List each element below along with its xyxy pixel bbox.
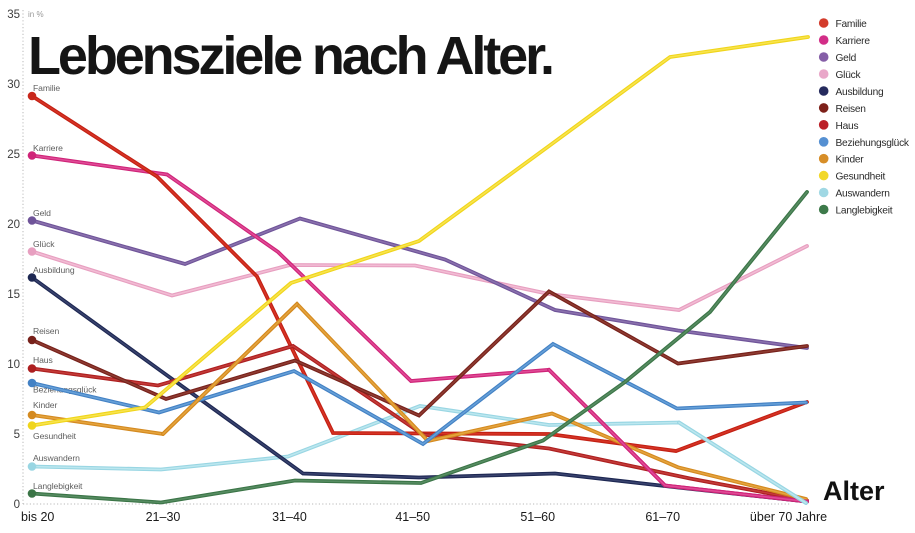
svg-text:Reisen: Reisen <box>836 104 866 115</box>
svg-text:Ausbildung: Ausbildung <box>33 265 75 275</box>
svg-text:über 70 Jahre: über 70 Jahre <box>750 510 827 524</box>
svg-text:Geld: Geld <box>33 208 51 218</box>
svg-text:15: 15 <box>7 289 20 301</box>
svg-text:Lebensziele nach Alter.: Lebensziele nach Alter. <box>28 26 552 86</box>
svg-text:Auswandern: Auswandern <box>836 189 890 200</box>
svg-text:in %: in % <box>28 10 44 19</box>
svg-text:Kinder: Kinder <box>836 155 865 166</box>
svg-text:61–70: 61–70 <box>645 510 680 524</box>
svg-text:bis 20: bis 20 <box>21 510 54 524</box>
svg-text:Glück: Glück <box>836 70 862 81</box>
svg-text:Familie: Familie <box>33 83 60 93</box>
svg-text:51–60: 51–60 <box>520 510 555 524</box>
svg-text:Familie: Familie <box>836 19 868 30</box>
svg-text:Gesundheit: Gesundheit <box>836 172 886 183</box>
svg-text:Karriere: Karriere <box>33 143 63 153</box>
svg-text:31–40: 31–40 <box>272 510 307 524</box>
svg-text:Beziehungsglück: Beziehungsglück <box>836 138 910 149</box>
svg-text:Haus: Haus <box>836 121 859 132</box>
svg-text:25: 25 <box>7 149 20 161</box>
svg-text:Geld: Geld <box>836 53 857 64</box>
svg-text:Kinder: Kinder <box>33 400 57 410</box>
svg-text:Auswandern: Auswandern <box>33 453 80 463</box>
svg-text:Reisen: Reisen <box>33 326 59 336</box>
svg-text:5: 5 <box>14 429 20 441</box>
svg-text:0: 0 <box>14 499 20 511</box>
svg-text:Haus: Haus <box>33 355 53 365</box>
svg-text:Langlebigkeit: Langlebigkeit <box>33 481 83 491</box>
svg-text:Gesundheit: Gesundheit <box>33 431 77 441</box>
svg-text:Glück: Glück <box>33 239 55 249</box>
svg-text:21–30: 21–30 <box>146 510 181 524</box>
svg-text:Langlebigkeit: Langlebigkeit <box>836 206 893 217</box>
svg-text:10: 10 <box>7 359 20 371</box>
svg-text:Ausbildung: Ausbildung <box>836 87 884 98</box>
svg-text:Karriere: Karriere <box>836 36 871 47</box>
svg-text:20: 20 <box>7 219 20 231</box>
svg-text:30: 30 <box>7 79 20 91</box>
svg-text:41–50: 41–50 <box>395 510 430 524</box>
svg-text:Alter: Alter <box>823 476 885 506</box>
svg-text:35: 35 <box>7 9 20 21</box>
